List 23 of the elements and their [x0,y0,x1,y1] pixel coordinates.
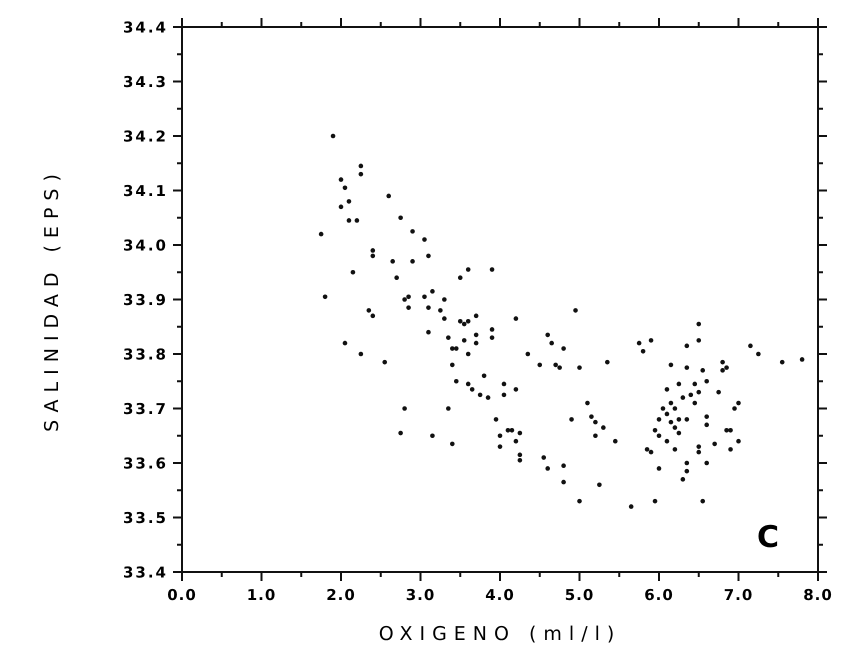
y-tick-label: 34.0 [122,236,168,254]
y-tick-label: 34.2 [122,127,168,146]
y-tick-label: 34.4 [122,18,168,36]
y-tick-label: 34.1 [122,182,168,200]
x-tick-label: 2.0 [326,586,356,604]
y-tick-label: 33.8 [122,345,168,364]
y-tick-label: 33.7 [122,400,168,418]
x-tick-label: 4.0 [485,586,515,604]
y-tick-label: 33.5 [122,508,168,527]
x-tick-label: 7.0 [724,586,754,604]
y-tick-label: 33.9 [122,290,168,309]
y-tick-label: 33.6 [122,454,168,472]
x-axis-title: OXIGENO (ml/l) [378,623,622,645]
x-tick-label: 3.0 [406,586,436,604]
x-tick-label: 0.0 [167,586,197,604]
y-tick-label: 34.3 [122,72,168,91]
x-tick-label: 1.0 [246,586,276,604]
y-axis-title: SALINIDAD (EPS) [41,167,63,432]
annotation: C [756,520,780,555]
x-tick-label: 8.0 [803,586,833,604]
x-tick-label: 6.0 [644,586,674,604]
x-tick-label: 5.0 [564,586,594,604]
y-tick-label: 33.4 [122,563,168,582]
